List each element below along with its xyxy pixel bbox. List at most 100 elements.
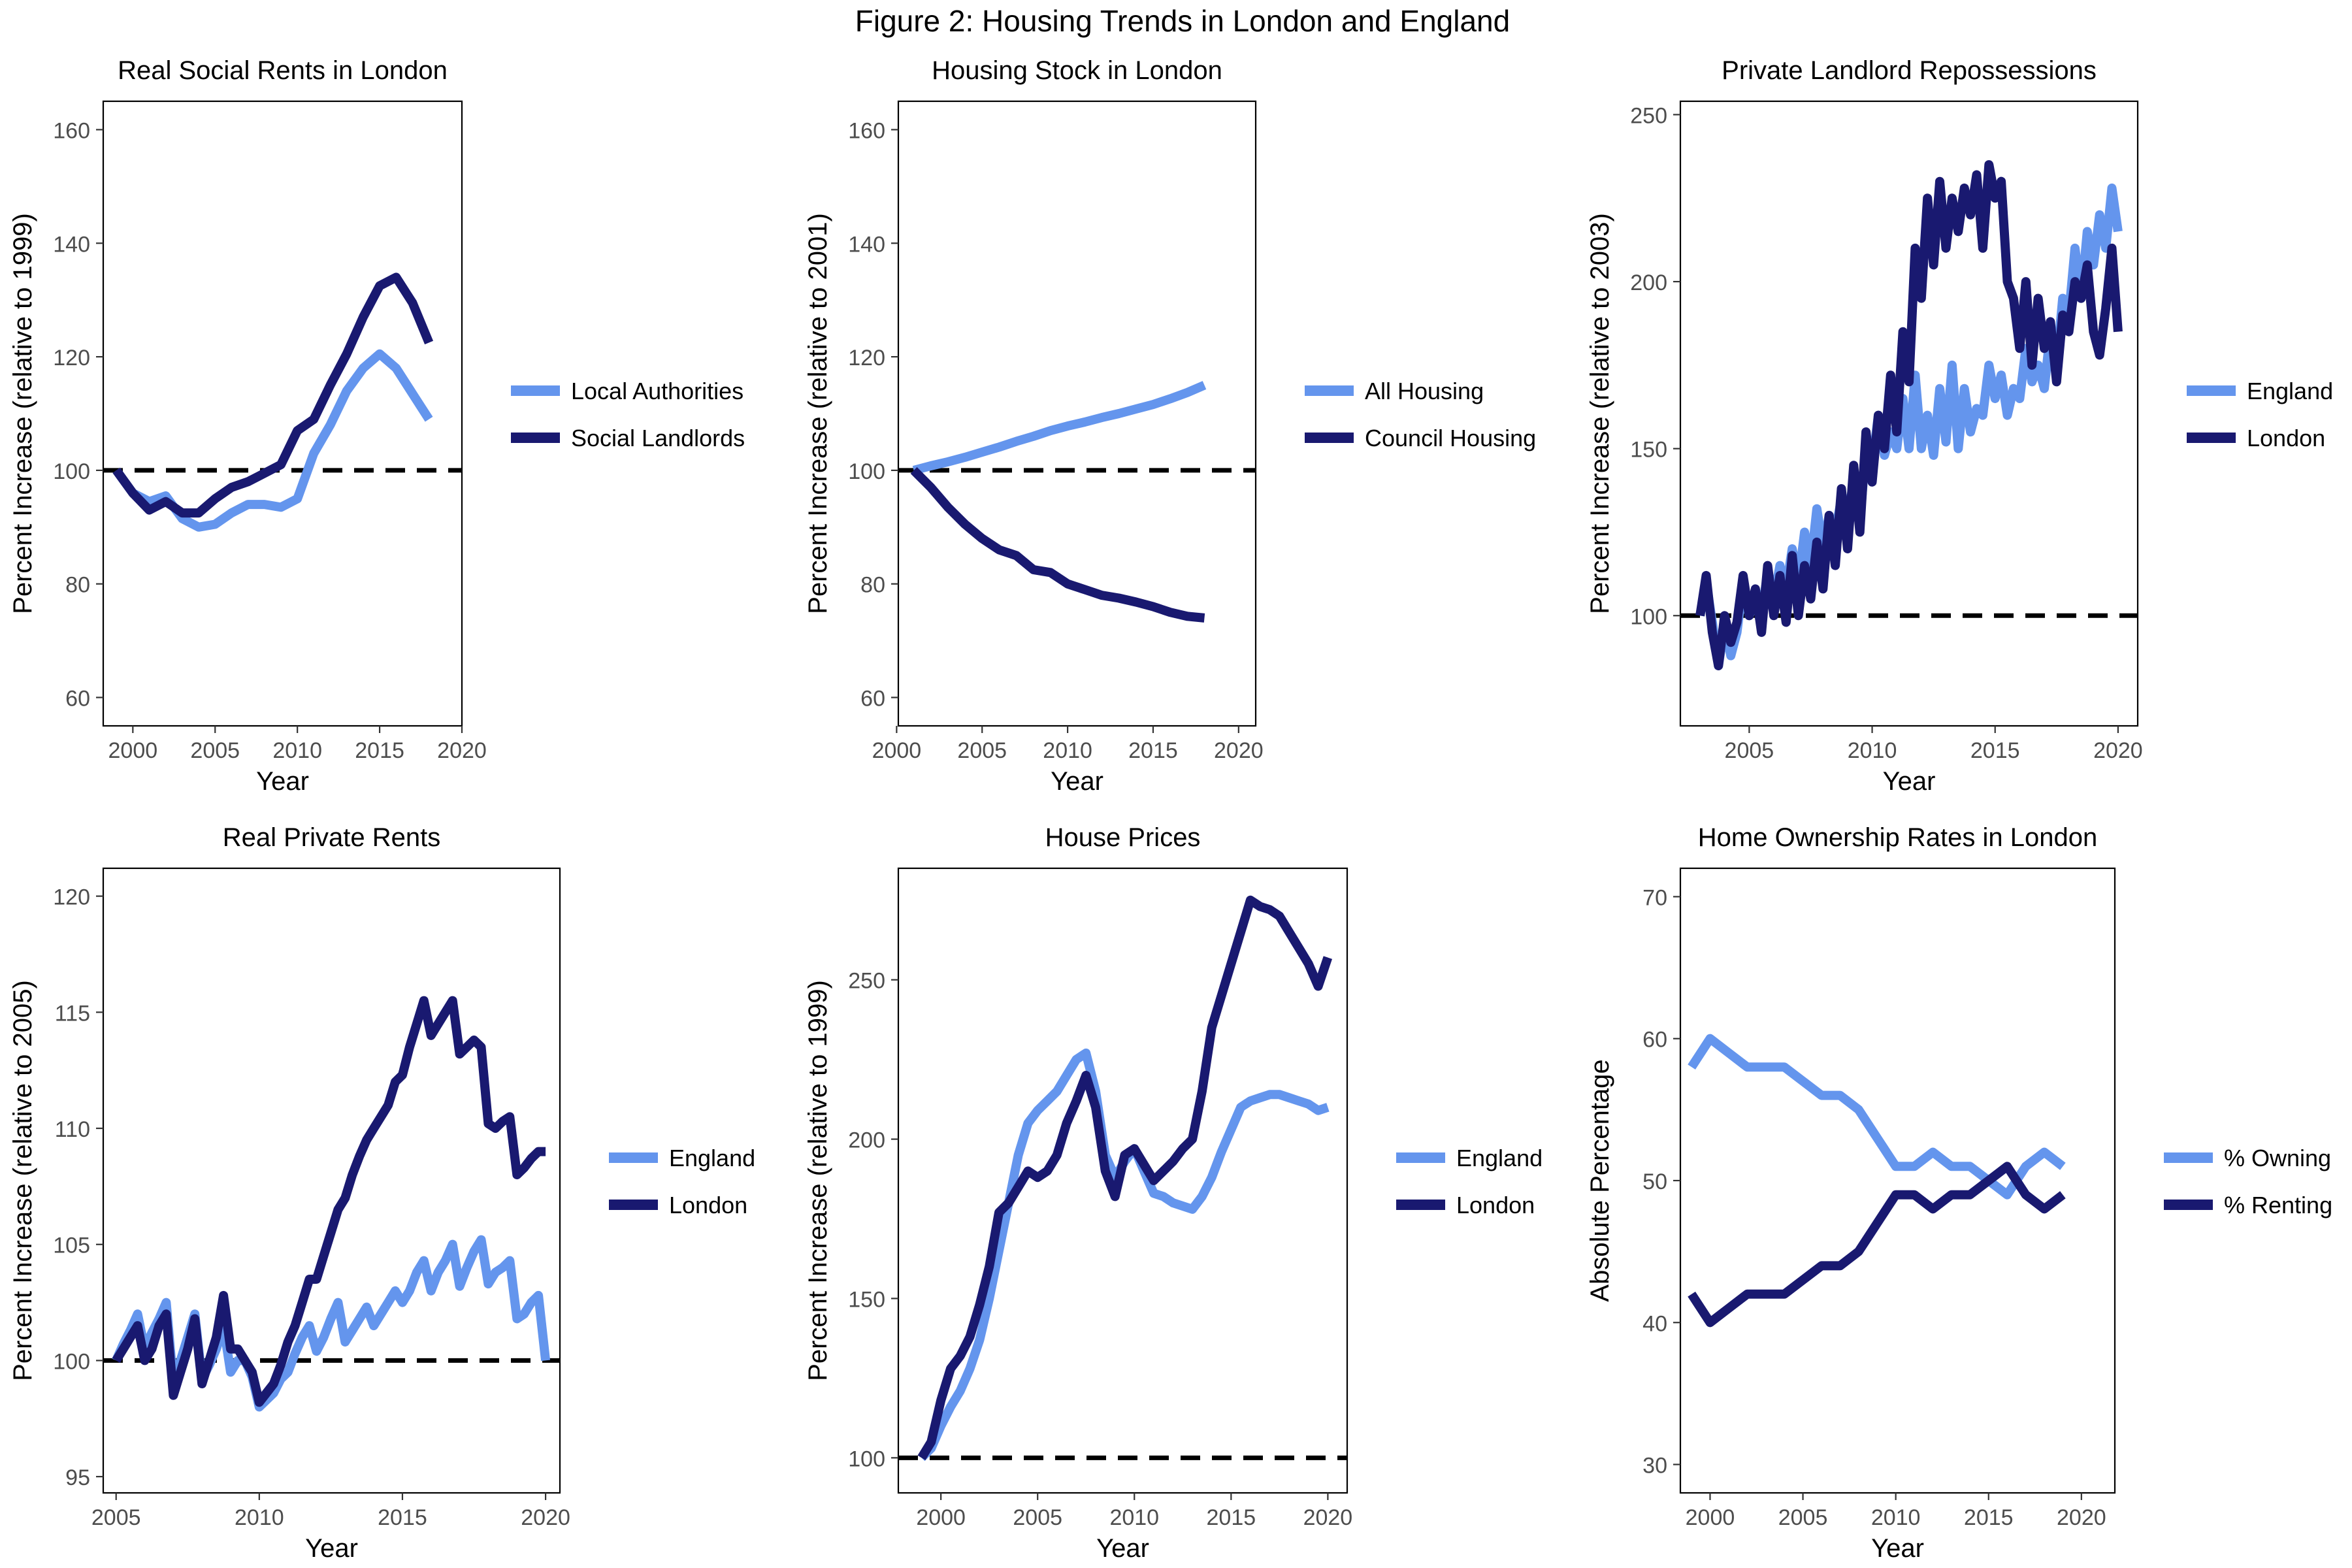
x-axis-label: Year [1871, 1534, 1924, 1563]
series-line-renting [1688, 1162, 2066, 1328]
y-axis-label: Percent Increase (relative to 1999) [8, 213, 37, 614]
chart-title: Private Landlord Repossessions [1722, 56, 2097, 85]
chart-panel-2: Housing Stock in London 60 80 100 120 140 160 2… [804, 56, 1536, 796]
y-tick-label: 110 [55, 1117, 90, 1142]
series-line-london [1695, 160, 2123, 670]
x-tick-label: 2005 [1013, 1505, 1062, 1530]
x-axis-label: Year [1096, 1534, 1149, 1563]
y-tick-label: 95 [65, 1465, 90, 1490]
x-tick-label: 2015 [378, 1505, 427, 1530]
x-tick-label: 2005 [190, 738, 240, 763]
y-tick-label: 30 [1642, 1454, 1667, 1478]
x-tick-label: 2015 [1970, 738, 2020, 763]
series-line-social-landlords [112, 272, 434, 518]
chart-panel-3: Private Landlord Repossessions 100 150 200 2… [1586, 56, 2333, 796]
y-tick-label: 50 [1642, 1169, 1667, 1194]
chart-panel-4: Real Private Rents 95 100 105 110 115 120 2005 2… [8, 823, 755, 1563]
legend-label: Council Housing [1365, 425, 1536, 451]
y-tick-label: 160 [53, 118, 90, 143]
y-axis-label: Absolute Percentage [1586, 1059, 1614, 1301]
legend-label: London [2247, 425, 2325, 451]
legend-label: Social Landlords [571, 425, 745, 451]
y-axis-label: Percent Increase (relative to 1999) [804, 980, 832, 1381]
panel-border [1679, 867, 2116, 1494]
panel-border [897, 867, 1348, 1494]
y-tick-label: 150 [1630, 438, 1667, 463]
x-tick-label: 2010 [1848, 738, 1897, 763]
x-tick-label: 2005 [1725, 738, 1774, 763]
chart-title: Housing Stock in London [932, 56, 1222, 85]
y-tick-label: 80 [860, 573, 885, 598]
legend-label: London [1456, 1192, 1535, 1218]
x-tick-label: 2015 [1964, 1505, 2014, 1530]
x-tick-label: 2000 [916, 1505, 966, 1530]
plot-area [103, 272, 462, 532]
legend-label: All Housing [1365, 378, 1484, 404]
y-tick-label: 100 [1630, 604, 1667, 629]
y-tick-label: 160 [848, 118, 885, 143]
figure-title: Figure 2: Housing Trends in London and E… [855, 4, 1510, 38]
y-tick-label: 80 [65, 573, 90, 598]
panel-border [897, 100, 1257, 727]
y-axis-label: Percent Increase (relative to 2003) [1586, 213, 1614, 614]
x-tick-label: 2020 [1303, 1505, 1353, 1530]
x-tick-label: 2010 [235, 1505, 284, 1530]
y-tick-label: 120 [53, 346, 90, 370]
y-tick-label: 60 [1642, 1028, 1667, 1053]
y-tick-label: 100 [53, 459, 90, 484]
chart-title: House Prices [1045, 823, 1201, 852]
series-line-england [918, 1048, 1330, 1462]
y-tick-label: 250 [1630, 103, 1667, 128]
y-tick-label: 105 [53, 1233, 90, 1258]
y-tick-label: 120 [848, 346, 885, 370]
y-tick-label: 100 [848, 459, 885, 484]
x-tick-label: 2010 [1043, 738, 1092, 763]
x-tick-label: 2005 [957, 738, 1007, 763]
x-tick-label: 2015 [1128, 738, 1178, 763]
y-tick-label: 140 [848, 232, 885, 257]
x-axis-label: Year [256, 767, 309, 796]
x-tick-label: 2005 [1778, 1505, 1828, 1530]
x-axis-label: Year [1883, 767, 1936, 796]
y-tick-label: 70 [1642, 885, 1667, 910]
x-tick-label: 2015 [355, 738, 404, 763]
chart-title: Real Private Rents [223, 823, 440, 852]
y-tick-label: 200 [848, 1128, 885, 1153]
legend-label: England [669, 1145, 755, 1171]
series-line-council-housing [910, 466, 1205, 623]
x-tick-label: 2020 [437, 738, 487, 763]
legend-label: % Owning [2224, 1145, 2331, 1171]
y-tick-label: 120 [53, 885, 90, 910]
x-axis-label: Year [1051, 767, 1103, 796]
legend-label: England [2247, 378, 2333, 404]
series-line-all-housing [912, 381, 1207, 475]
y-axis-label: Percent Increase (relative to 2005) [8, 980, 37, 1381]
x-tick-label: 2000 [108, 738, 158, 763]
x-tick-label: 2000 [1686, 1505, 1735, 1530]
plot-area [898, 895, 1347, 1462]
x-tick-label: 2020 [1214, 738, 1264, 763]
panel-border [1679, 100, 2139, 727]
legend-label: Local Authorities [571, 378, 743, 404]
chart-title: Home Ownership Rates in London [1698, 823, 2097, 852]
y-tick-label: 100 [53, 1349, 90, 1374]
x-tick-label: 2020 [2093, 738, 2143, 763]
y-tick-label: 60 [860, 687, 885, 711]
chart-panel-5: House Prices 100 150 200 250 2000 2005 2010 2015… [804, 823, 1543, 1563]
x-tick-label: 2005 [91, 1505, 141, 1530]
plot-area [898, 381, 1256, 623]
legend-label: % Renting [2224, 1192, 2332, 1218]
y-tick-label: 200 [1630, 270, 1667, 295]
x-tick-label: 2010 [1871, 1505, 1921, 1530]
y-tick-label: 140 [53, 232, 90, 257]
legend-label: London [669, 1192, 747, 1218]
y-axis-label: Percent Increase (relative to 2001) [804, 213, 832, 614]
x-tick-label: 2020 [521, 1505, 570, 1530]
x-axis-label: Year [305, 1534, 358, 1563]
x-tick-label: 2000 [872, 738, 922, 763]
chart-panel-6: Home Ownership Rates in London 30 40 50 60 70… [1586, 823, 2332, 1563]
series-line-london [917, 895, 1333, 1460]
y-tick-label: 150 [848, 1287, 885, 1312]
x-tick-label: 2015 [1207, 1505, 1256, 1530]
